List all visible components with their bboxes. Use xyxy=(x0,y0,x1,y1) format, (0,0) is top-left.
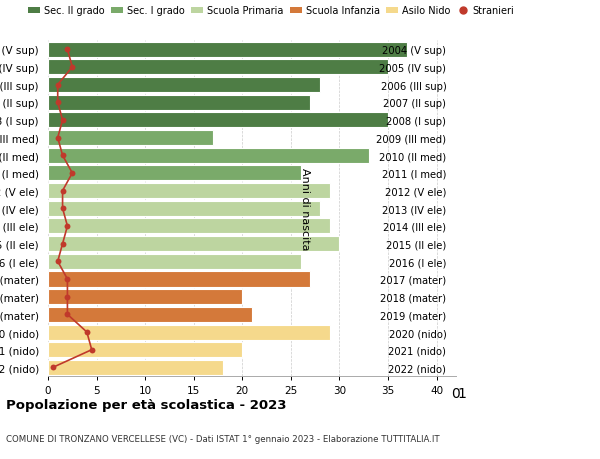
Bar xyxy=(48,272,310,287)
Point xyxy=(53,99,62,106)
Bar xyxy=(48,254,301,269)
Point xyxy=(67,64,77,72)
Bar xyxy=(48,166,301,181)
Point xyxy=(62,276,72,283)
Point xyxy=(62,46,72,54)
Point xyxy=(53,82,62,89)
Bar xyxy=(48,131,213,146)
Point xyxy=(62,311,72,319)
Y-axis label: Anni di nascita: Anni di nascita xyxy=(300,168,310,250)
Point xyxy=(58,117,67,124)
Bar xyxy=(48,113,388,128)
Bar xyxy=(48,95,310,111)
Point xyxy=(58,205,67,213)
Bar xyxy=(48,78,320,93)
Point xyxy=(58,241,67,248)
Text: Popolazione per età scolastica - 2023: Popolazione per età scolastica - 2023 xyxy=(6,398,287,412)
Point xyxy=(82,329,92,336)
Bar xyxy=(48,325,330,340)
Bar xyxy=(48,148,368,163)
Bar xyxy=(48,290,242,304)
Point xyxy=(53,134,62,142)
Point xyxy=(53,258,62,265)
Point xyxy=(67,170,77,177)
Bar xyxy=(48,237,340,252)
Bar xyxy=(48,43,407,58)
Point xyxy=(58,188,67,195)
Point xyxy=(58,152,67,160)
Legend: Sec. II grado, Sec. I grado, Scuola Primaria, Scuola Infanzia, Asilo Nido, Stran: Sec. II grado, Sec. I grado, Scuola Prim… xyxy=(25,3,518,20)
Point xyxy=(87,346,97,353)
Bar xyxy=(48,219,330,234)
Text: COMUNE DI TRONZANO VERCELLESE (VC) - Dati ISTAT 1° gennaio 2023 - Elaborazione T: COMUNE DI TRONZANO VERCELLESE (VC) - Dat… xyxy=(6,434,440,442)
Point xyxy=(48,364,58,371)
Point xyxy=(62,293,72,301)
Point xyxy=(62,223,72,230)
Bar xyxy=(48,307,252,322)
Bar xyxy=(48,342,242,358)
Bar xyxy=(48,60,388,75)
Bar xyxy=(48,184,330,199)
Bar xyxy=(48,202,320,216)
Bar xyxy=(48,360,223,375)
